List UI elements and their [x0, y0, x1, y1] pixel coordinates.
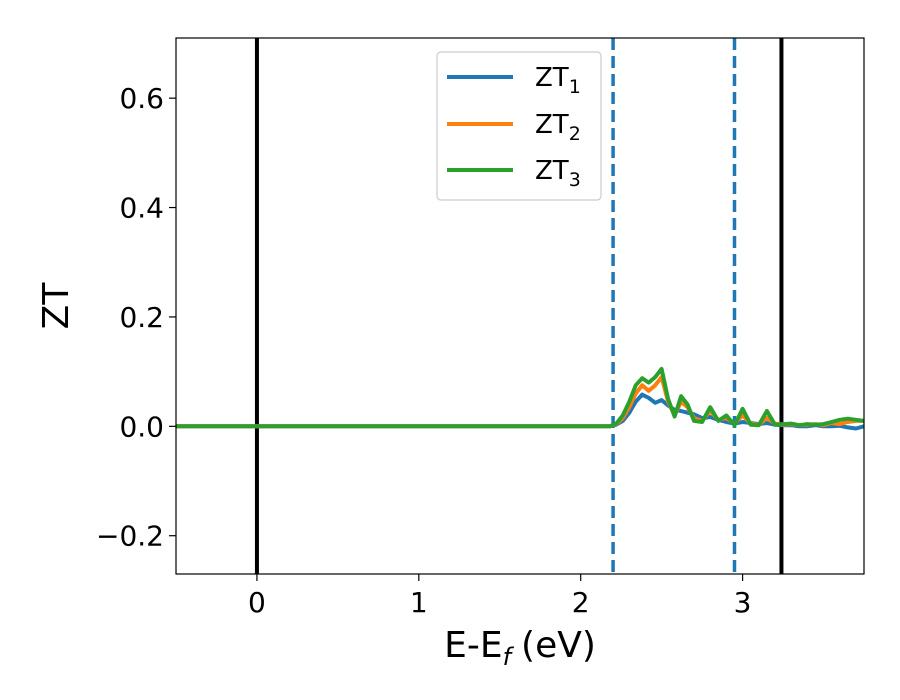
x-axis-title-unit: (eV)	[521, 625, 596, 666]
legend-label-3-sub: 3	[569, 169, 581, 191]
series-group	[176, 366, 864, 431]
x-axis-title-base: E-E	[444, 625, 502, 666]
legend-label-2: ZT2	[535, 110, 581, 145]
y-tick-label: 0.0	[119, 410, 164, 443]
y-tick-label: 0.6	[119, 82, 164, 115]
x-axis-title-subscript: f	[503, 643, 515, 671]
y-axis-title: ZT	[36, 282, 77, 330]
plot-frame	[175, 37, 865, 575]
legend-label-2-sub: 2	[569, 123, 581, 145]
x-tick-label: 3	[734, 586, 752, 619]
x-tick-label: 2	[572, 586, 590, 619]
series-line-3	[176, 366, 864, 429]
legend-label-1-base: ZT	[535, 63, 569, 93]
x-axis-title: E-Ef (eV)	[444, 625, 596, 671]
x-tick-label: 0	[248, 586, 266, 619]
y-tick-label: −0.2	[96, 520, 164, 553]
y-tick-label: 0.4	[119, 192, 164, 225]
y-tick-label: 0.2	[119, 301, 164, 334]
x-tick-label: 1	[410, 586, 428, 619]
legend-frame	[436, 51, 602, 201]
reference-lines	[254, 38, 784, 574]
legend-label-3: ZT3	[535, 156, 581, 191]
y-axis: −0.2 0.0 0.2 0.4 0.6	[96, 82, 176, 553]
x-axis: 0 1 2 3	[248, 574, 752, 619]
legend-label-1: ZT1	[535, 63, 581, 98]
legend-label-2-base: ZT	[535, 110, 569, 140]
legend: ZT1 ZT2 ZT3	[436, 51, 602, 201]
legend-label-1-sub: 1	[569, 76, 581, 98]
legend-label-3-base: ZT	[535, 156, 569, 186]
